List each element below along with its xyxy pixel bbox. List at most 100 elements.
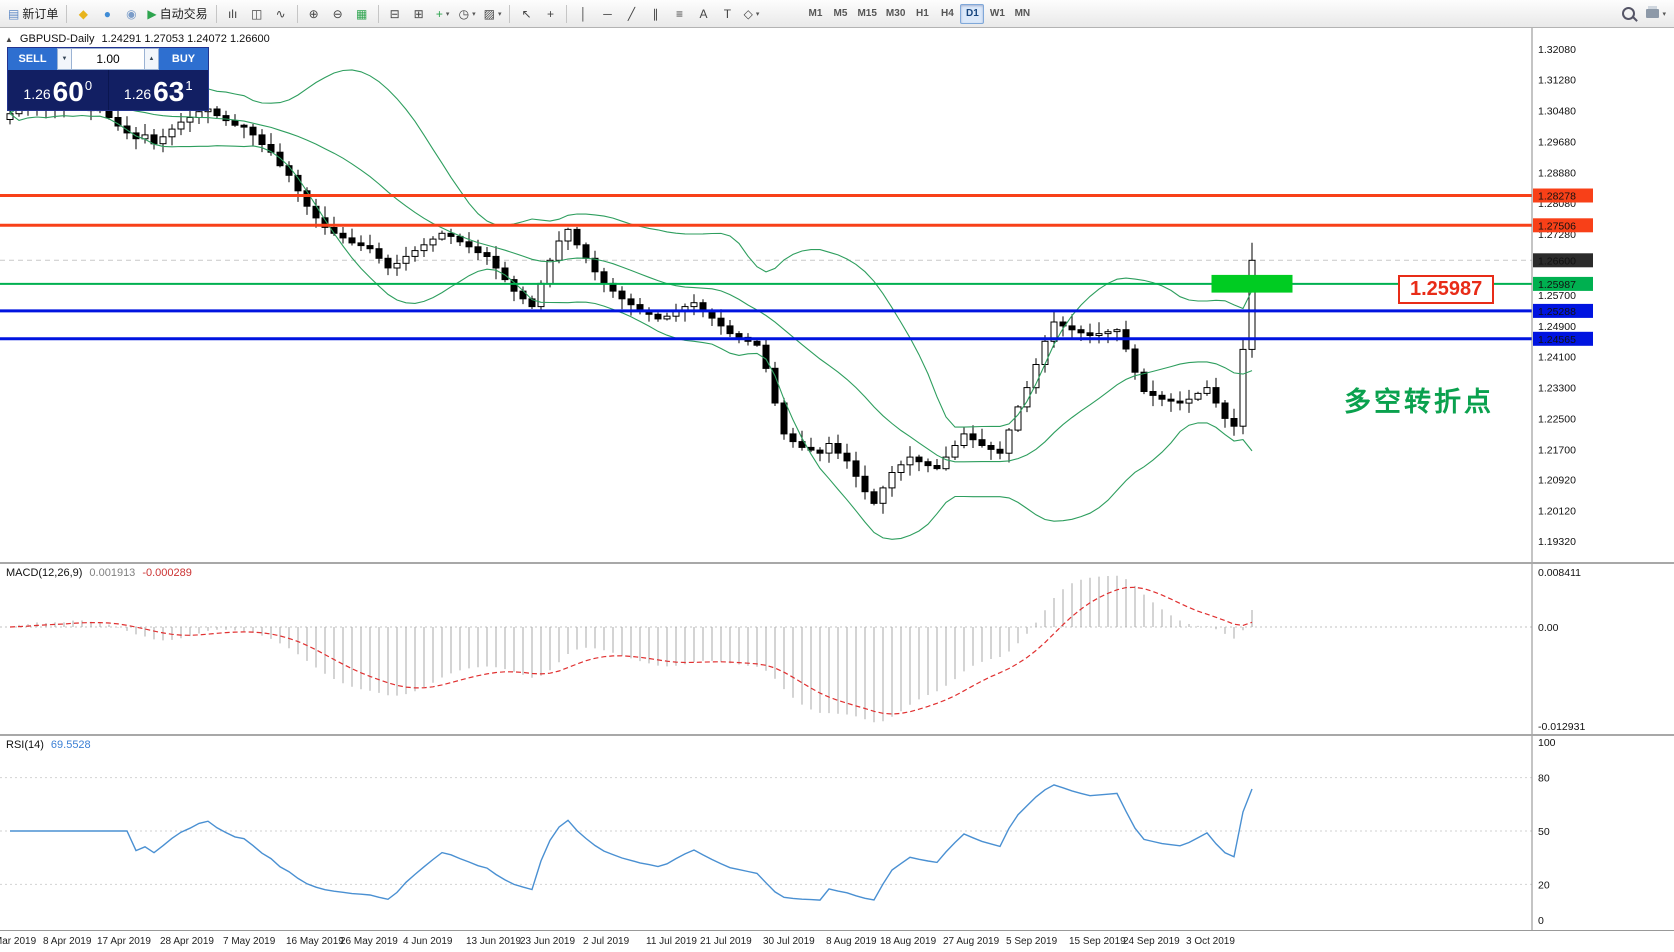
svg-text:1.28278: 1.28278 (1538, 191, 1576, 203)
community-button[interactable]: ◉ (119, 3, 143, 25)
timeframe-m30-button[interactable]: M30 (882, 4, 909, 24)
date-label: 4 Jun 2019 (403, 936, 453, 947)
find-button[interactable] (1616, 3, 1640, 25)
caret-down-icon: ▾ (445, 10, 450, 18)
toolbar-separator (509, 4, 511, 23)
shapes-dropdown[interactable]: ◇ ▾ (739, 3, 763, 25)
buy-price-prefix: 1.26 (123, 86, 152, 102)
volume-up-button[interactable]: ▲ (144, 48, 159, 70)
buy-price-sup: 1 (185, 78, 193, 93)
macd-signal-value: -0.000289 (142, 567, 192, 579)
text-button[interactable]: A (691, 3, 715, 25)
timeframe-mn-button[interactable]: MN (1010, 4, 1034, 24)
autotrading-button-label: 自动交易 (159, 7, 208, 21)
svg-text:1.24100: 1.24100 (1538, 352, 1576, 364)
channel-button[interactable]: ∥ (643, 3, 667, 25)
periods-dropdown[interactable]: ◷ ▾ (455, 3, 480, 25)
timeframe-m15-button[interactable]: M15 (853, 4, 880, 24)
rsi-name: RSI(14) (6, 739, 44, 751)
date-label: 21 Jul 2019 (700, 936, 752, 947)
rsi-label: RSI(14) 69.5528 (6, 739, 91, 751)
svg-text:0: 0 (1538, 915, 1544, 927)
vertical-line-button[interactable]: │ (571, 3, 595, 25)
price-chart-pane[interactable]: 1.32080 1.31280 1.30480 1.29680 1.28880 1.280… (0, 28, 1674, 562)
date-label: 8 Apr 2019 (43, 936, 92, 947)
horizontal-line-button[interactable]: ─ (595, 3, 619, 25)
symbol-name: GBPUSD-Daily (19, 33, 95, 45)
timeframe-h4-button[interactable]: H4 (935, 4, 959, 24)
bar-chart-button[interactable]: ılı (221, 3, 245, 25)
price-annotation[interactable]: 1.25987 (1398, 275, 1495, 304)
market-button[interactable]: ● (95, 3, 119, 25)
trade-panel-prices: 1.26 60 0 1.26 63 1 (8, 70, 208, 110)
level-lines[interactable] (0, 194, 1532, 341)
indicators-icon: + (435, 6, 443, 21)
metaeditor-button[interactable]: ◆ (71, 3, 95, 25)
timeframe-m5-button[interactable]: M5 (828, 4, 852, 24)
crosshair-button[interactable]: + (538, 3, 562, 25)
autotrading-button[interactable]: ▶ 自动交易 (143, 3, 211, 25)
macd-label: MACD(12,26,9) 0.001913 -0.000289 (6, 567, 192, 579)
zoom-in-button[interactable]: ⊕ (302, 3, 326, 25)
macd-svg[interactable]: 0.008411 0.00 -0.012931 (0, 564, 1674, 734)
date-label: 11 Jul 2019 (646, 936, 697, 947)
rsi-svg[interactable]: 100 80 50 20 0 (0, 736, 1674, 930)
community-icon: ◉ (126, 6, 137, 21)
zoom-out-button[interactable]: ⊖ (326, 3, 350, 25)
new-order-button[interactable]: ▤ 新订单 (4, 3, 62, 25)
macd-pane[interactable]: 0.008411 0.00 -0.012931 MACD(12,26,9) 0.001… (0, 562, 1674, 734)
sell-price-button[interactable]: 1.26 60 0 (8, 70, 108, 110)
price-axis[interactable]: 1.320801.312801.304801.296801.288801.280… (1531, 28, 1674, 562)
template-dropdown[interactable]: ▨ ▾ (480, 3, 506, 25)
cursor-icon: ↖ (521, 6, 532, 21)
tile-windows-button[interactable]: ▦ (350, 3, 374, 25)
svg-text:1.20920: 1.20920 (1538, 474, 1576, 486)
sell-price-prefix: 1.26 (23, 86, 51, 102)
buy-price-button[interactable]: 1.26 63 1 (108, 70, 208, 110)
date-label: 18 Aug 2019 (880, 936, 937, 947)
label-button[interactable]: T (715, 3, 739, 25)
new-order-icon: ▤ (8, 6, 20, 21)
shapes-icon: ◇ (743, 6, 753, 21)
time-axis[interactable]: 29 Mar 2019 8 Apr 2019 17 Apr 2019 28 Apr 2… (0, 930, 1674, 952)
tile-windows-icon: ▦ (355, 6, 368, 21)
rsi-pane[interactable]: 100 80 50 20 0 RSI(14) 69.5528 (0, 734, 1674, 930)
svg-text:1.30480: 1.30480 (1538, 106, 1576, 118)
volume-down-button[interactable]: ▼ (57, 48, 72, 70)
macd-axis[interactable]: 0.008411 0.00 -0.012931 (1531, 564, 1674, 734)
cn-annotation[interactable]: 多空转折点 (1344, 387, 1494, 417)
svg-text:1.21700: 1.21700 (1538, 444, 1576, 456)
svg-text:1.29680: 1.29680 (1538, 136, 1576, 148)
timeframe-h1-button[interactable]: H1 (910, 4, 934, 24)
svg-text:1.31280: 1.31280 (1538, 75, 1576, 87)
volume-input[interactable] (72, 48, 144, 70)
arrange-charts-button[interactable]: ⊟ (383, 3, 407, 25)
line-chart-button[interactable]: ∿ (269, 3, 293, 25)
indicators-dropdown[interactable]: + ▾ (431, 3, 455, 25)
highlight-zone[interactable] (1211, 274, 1293, 293)
trendline-button[interactable]: ╱ (619, 3, 643, 25)
sell-button[interactable]: SELL (8, 48, 57, 70)
timeframe-d1-button[interactable]: D1 (960, 3, 985, 24)
horizontal-line-icon: ─ (603, 6, 612, 21)
svg-text:1.24565: 1.24565 (1538, 334, 1576, 346)
one-click-toggle-icon[interactable]: ▲ (5, 34, 13, 44)
sell-price-sup: 0 (84, 78, 93, 93)
metaeditor-icon: ◆ (78, 6, 88, 21)
fibonacci-button[interactable]: ≡ (667, 3, 691, 25)
rsi-axis[interactable]: 100 80 50 20 0 (1531, 736, 1674, 930)
timeframe-m1-button[interactable]: M1 (803, 4, 827, 24)
timeframe-w1-button[interactable]: W1 (985, 4, 1009, 24)
cursor-button[interactable]: ↖ (514, 3, 538, 25)
print-button[interactable]: ▾ (1642, 3, 1670, 25)
date-label: 8 Aug 2019 (826, 936, 877, 947)
cascade-charts-button[interactable]: ⊞ (407, 3, 431, 25)
main-chart-svg[interactable]: 1.320801.312801.304801.296801.288801.280… (0, 28, 1674, 562)
toolbar-separator (66, 4, 68, 23)
buy-button[interactable]: BUY (159, 48, 208, 70)
fibonacci-icon: ≡ (675, 6, 683, 21)
new-order-button-label: 新订单 (22, 7, 59, 21)
date-label: 17 Apr 2019 (97, 936, 151, 947)
candlestick-chart-button[interactable]: ◫ (245, 3, 269, 25)
